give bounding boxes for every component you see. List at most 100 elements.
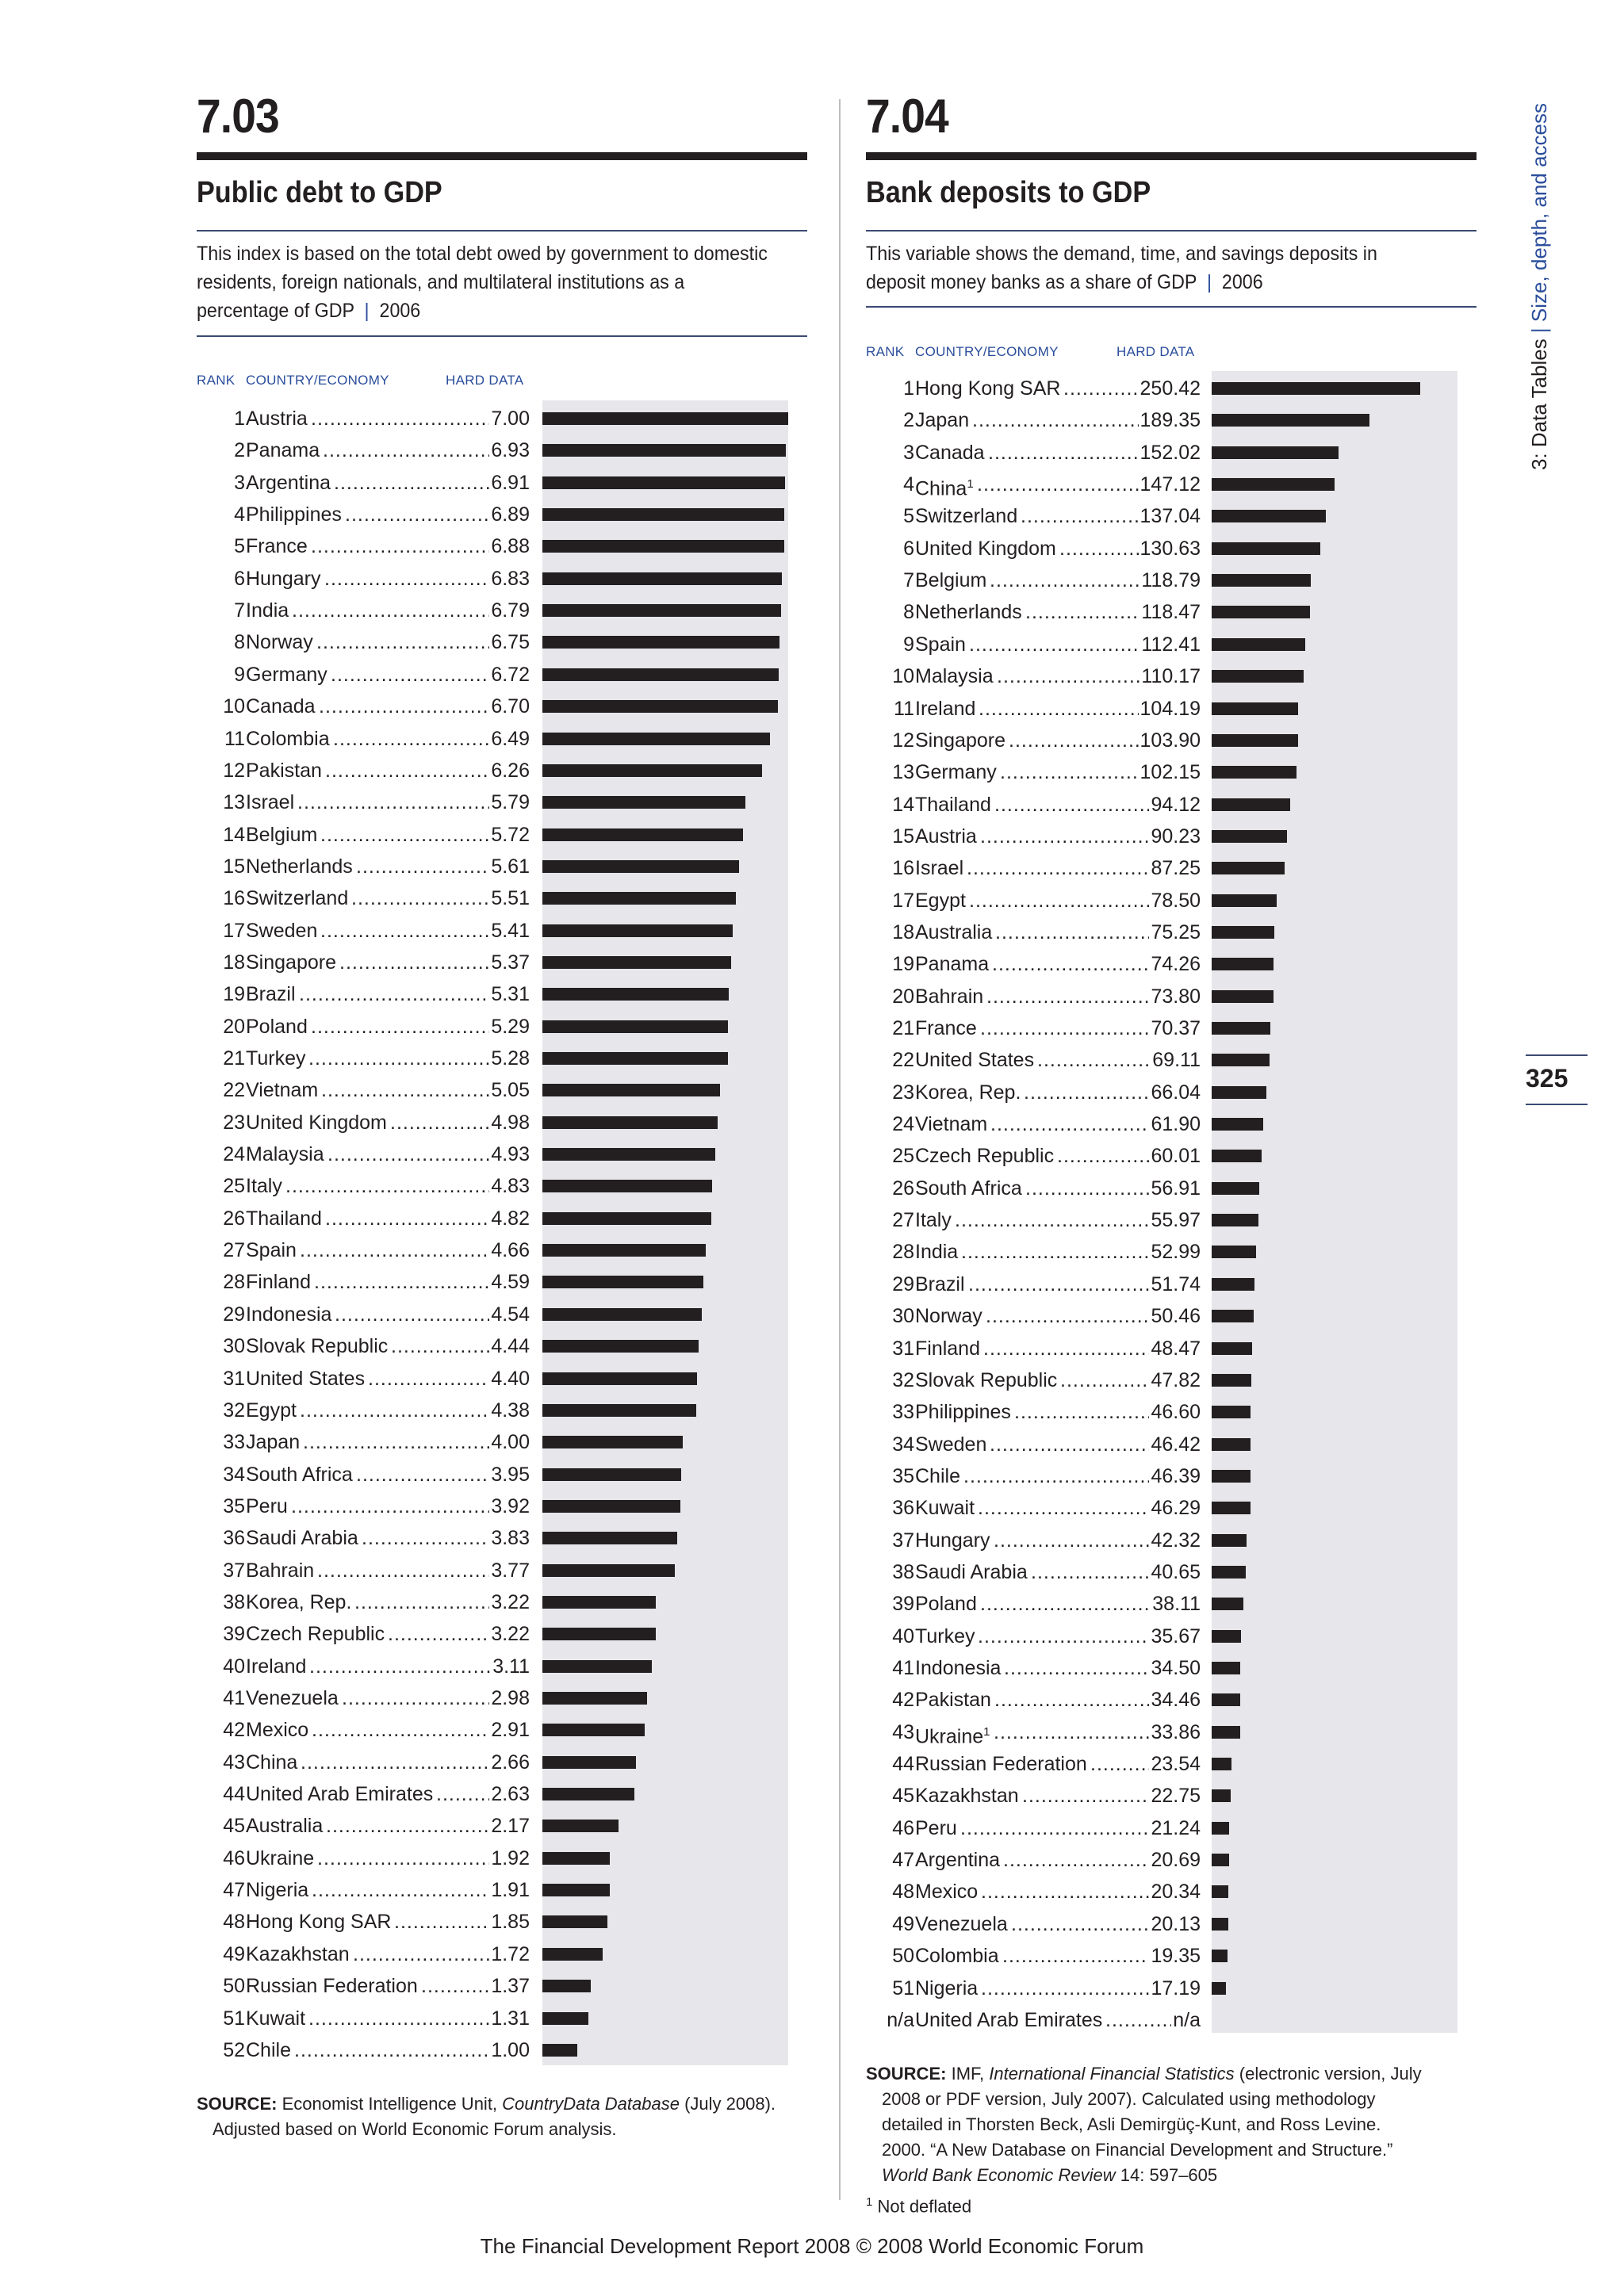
row-country: Italy [915, 1204, 952, 1236]
country-name: Brazil [915, 1272, 965, 1295]
table-row: 43Ukraine1..............................… [866, 1716, 1477, 1748]
row-rank: 38 [892, 1560, 914, 1583]
row-value: 21.24 [1151, 1816, 1201, 1839]
country-name: Hong Kong SAR [915, 377, 1061, 400]
leader-dots: ........................................… [983, 1337, 1149, 1360]
table-row: 33Philippines...........................… [866, 1396, 1477, 1428]
row-value: 2.63 [491, 1783, 530, 1806]
row-rank: 14 [892, 793, 914, 816]
country-name: United States [915, 1049, 1035, 1072]
row-rank: 7 [234, 599, 245, 622]
row-value: 73.80 [1151, 985, 1201, 1008]
row-country: Kazakhstan [246, 1938, 350, 1970]
country-name: Belgium [246, 823, 318, 846]
row-country: Poland [915, 1588, 977, 1620]
row-rank: 26 [223, 1207, 245, 1230]
table-row: 46Peru..................................… [866, 1812, 1477, 1844]
leader-dots: ........................................… [1025, 1177, 1149, 1200]
row-rank: 26 [892, 1177, 914, 1200]
row-rank: 52 [223, 2038, 245, 2061]
row-rank: 46 [892, 1816, 914, 1839]
country-name: Czech Republic [915, 1145, 1055, 1168]
country-name: Poland [246, 1015, 308, 1038]
value-bar [542, 1788, 635, 1801]
value-bar [542, 828, 744, 841]
row-rank: 30 [223, 1335, 245, 1358]
row-rank: 40 [223, 1655, 245, 1678]
row-country: Australia [915, 916, 992, 948]
row-country: Germany [246, 659, 327, 691]
value-bar [1212, 1758, 1231, 1771]
table-row: 20Bahrain...............................… [866, 981, 1477, 1012]
source-note: SOURCE: IMF, International Financial Sta… [866, 2061, 1484, 2188]
table-row: 6Hungary................................… [197, 563, 807, 595]
country-name: United States [246, 1367, 366, 1390]
column-divider [839, 99, 841, 2200]
value-bar [542, 1563, 675, 1577]
leader-dots: ........................................… [285, 1175, 489, 1198]
leader-dots: ........................................… [353, 1942, 489, 1965]
row-rank: 36 [892, 1497, 914, 1520]
row-country: Colombia [246, 723, 330, 755]
leader-dots: ........................................… [368, 1367, 489, 1390]
row-value: 4.44 [491, 1335, 530, 1358]
row-rank: 30 [892, 1305, 914, 1328]
table-row: 14Thailand..............................… [866, 789, 1477, 821]
row-rank: 20 [892, 985, 914, 1008]
row-rank: 20 [223, 1015, 245, 1038]
row-value: 20.34 [1151, 1881, 1201, 1904]
row-rank: 23 [223, 1111, 245, 1134]
country-name: Malaysia [915, 665, 994, 688]
row-country: Israel [246, 786, 294, 818]
value-bar [542, 572, 783, 585]
row-country: Netherlands [915, 596, 1022, 628]
value-bar [1212, 766, 1297, 779]
source-line-4: 2000. “A New Database on Financial Devel… [882, 2140, 1393, 2160]
row-rank: 27 [223, 1239, 245, 1262]
value-bar [1212, 1085, 1267, 1099]
row-value: 42.32 [1151, 1529, 1201, 1552]
header-country: COUNTRY/ECONOMY [915, 344, 1059, 359]
table-row: 37Bahrain...............................… [197, 1555, 807, 1586]
row-country: China1 [915, 469, 974, 504]
leader-dots: ........................................… [421, 1975, 489, 1998]
row-rank: 34 [223, 1463, 245, 1486]
table-row: 16Israel................................… [866, 852, 1477, 884]
year-separator: | [1201, 271, 1217, 293]
country-name: Korea, Rep. [915, 1081, 1021, 1104]
table-row: 13Germany...............................… [866, 756, 1477, 788]
section-description: This variable shows the demand, time, an… [866, 239, 1441, 297]
value-bar [1212, 1502, 1251, 1515]
row-value: 1.31 [491, 2007, 530, 2030]
row-value: 47.82 [1151, 1368, 1201, 1391]
value-bar [542, 2011, 588, 2025]
value-bar [542, 763, 763, 777]
row-value: 74.26 [1151, 953, 1201, 976]
row-value: 5.79 [491, 791, 530, 814]
row-value: 2.91 [491, 1719, 530, 1742]
table-row: 41Venezuela.............................… [197, 1682, 807, 1714]
table-row: 22Vietnam...............................… [197, 1074, 807, 1106]
leader-dots: ........................................… [388, 1623, 489, 1646]
row-value: 94.12 [1151, 793, 1201, 816]
table-row: 31Finland...............................… [866, 1333, 1477, 1364]
country-name: Argentina [246, 471, 331, 494]
row-value: 4.40 [491, 1367, 530, 1390]
row-country: Norway [915, 1300, 982, 1332]
country-name: Australia [915, 920, 993, 943]
table-row: 15Austria...............................… [866, 821, 1477, 852]
leader-dots: ........................................… [979, 697, 1139, 720]
value-bar [542, 1115, 718, 1129]
table-row: 29Brazil................................… [866, 1269, 1477, 1300]
row-country: United States [246, 1363, 365, 1395]
table-row: 48Mexico................................… [866, 1876, 1477, 1908]
leader-dots: ........................................… [321, 1079, 489, 1102]
value-bar [1212, 1437, 1251, 1451]
row-value: 6.83 [491, 567, 530, 590]
row-country: Hungary [915, 1525, 990, 1556]
country-name: Spain [915, 633, 966, 656]
row-rank: 12 [892, 729, 914, 752]
row-value: 4.93 [491, 1143, 530, 1166]
